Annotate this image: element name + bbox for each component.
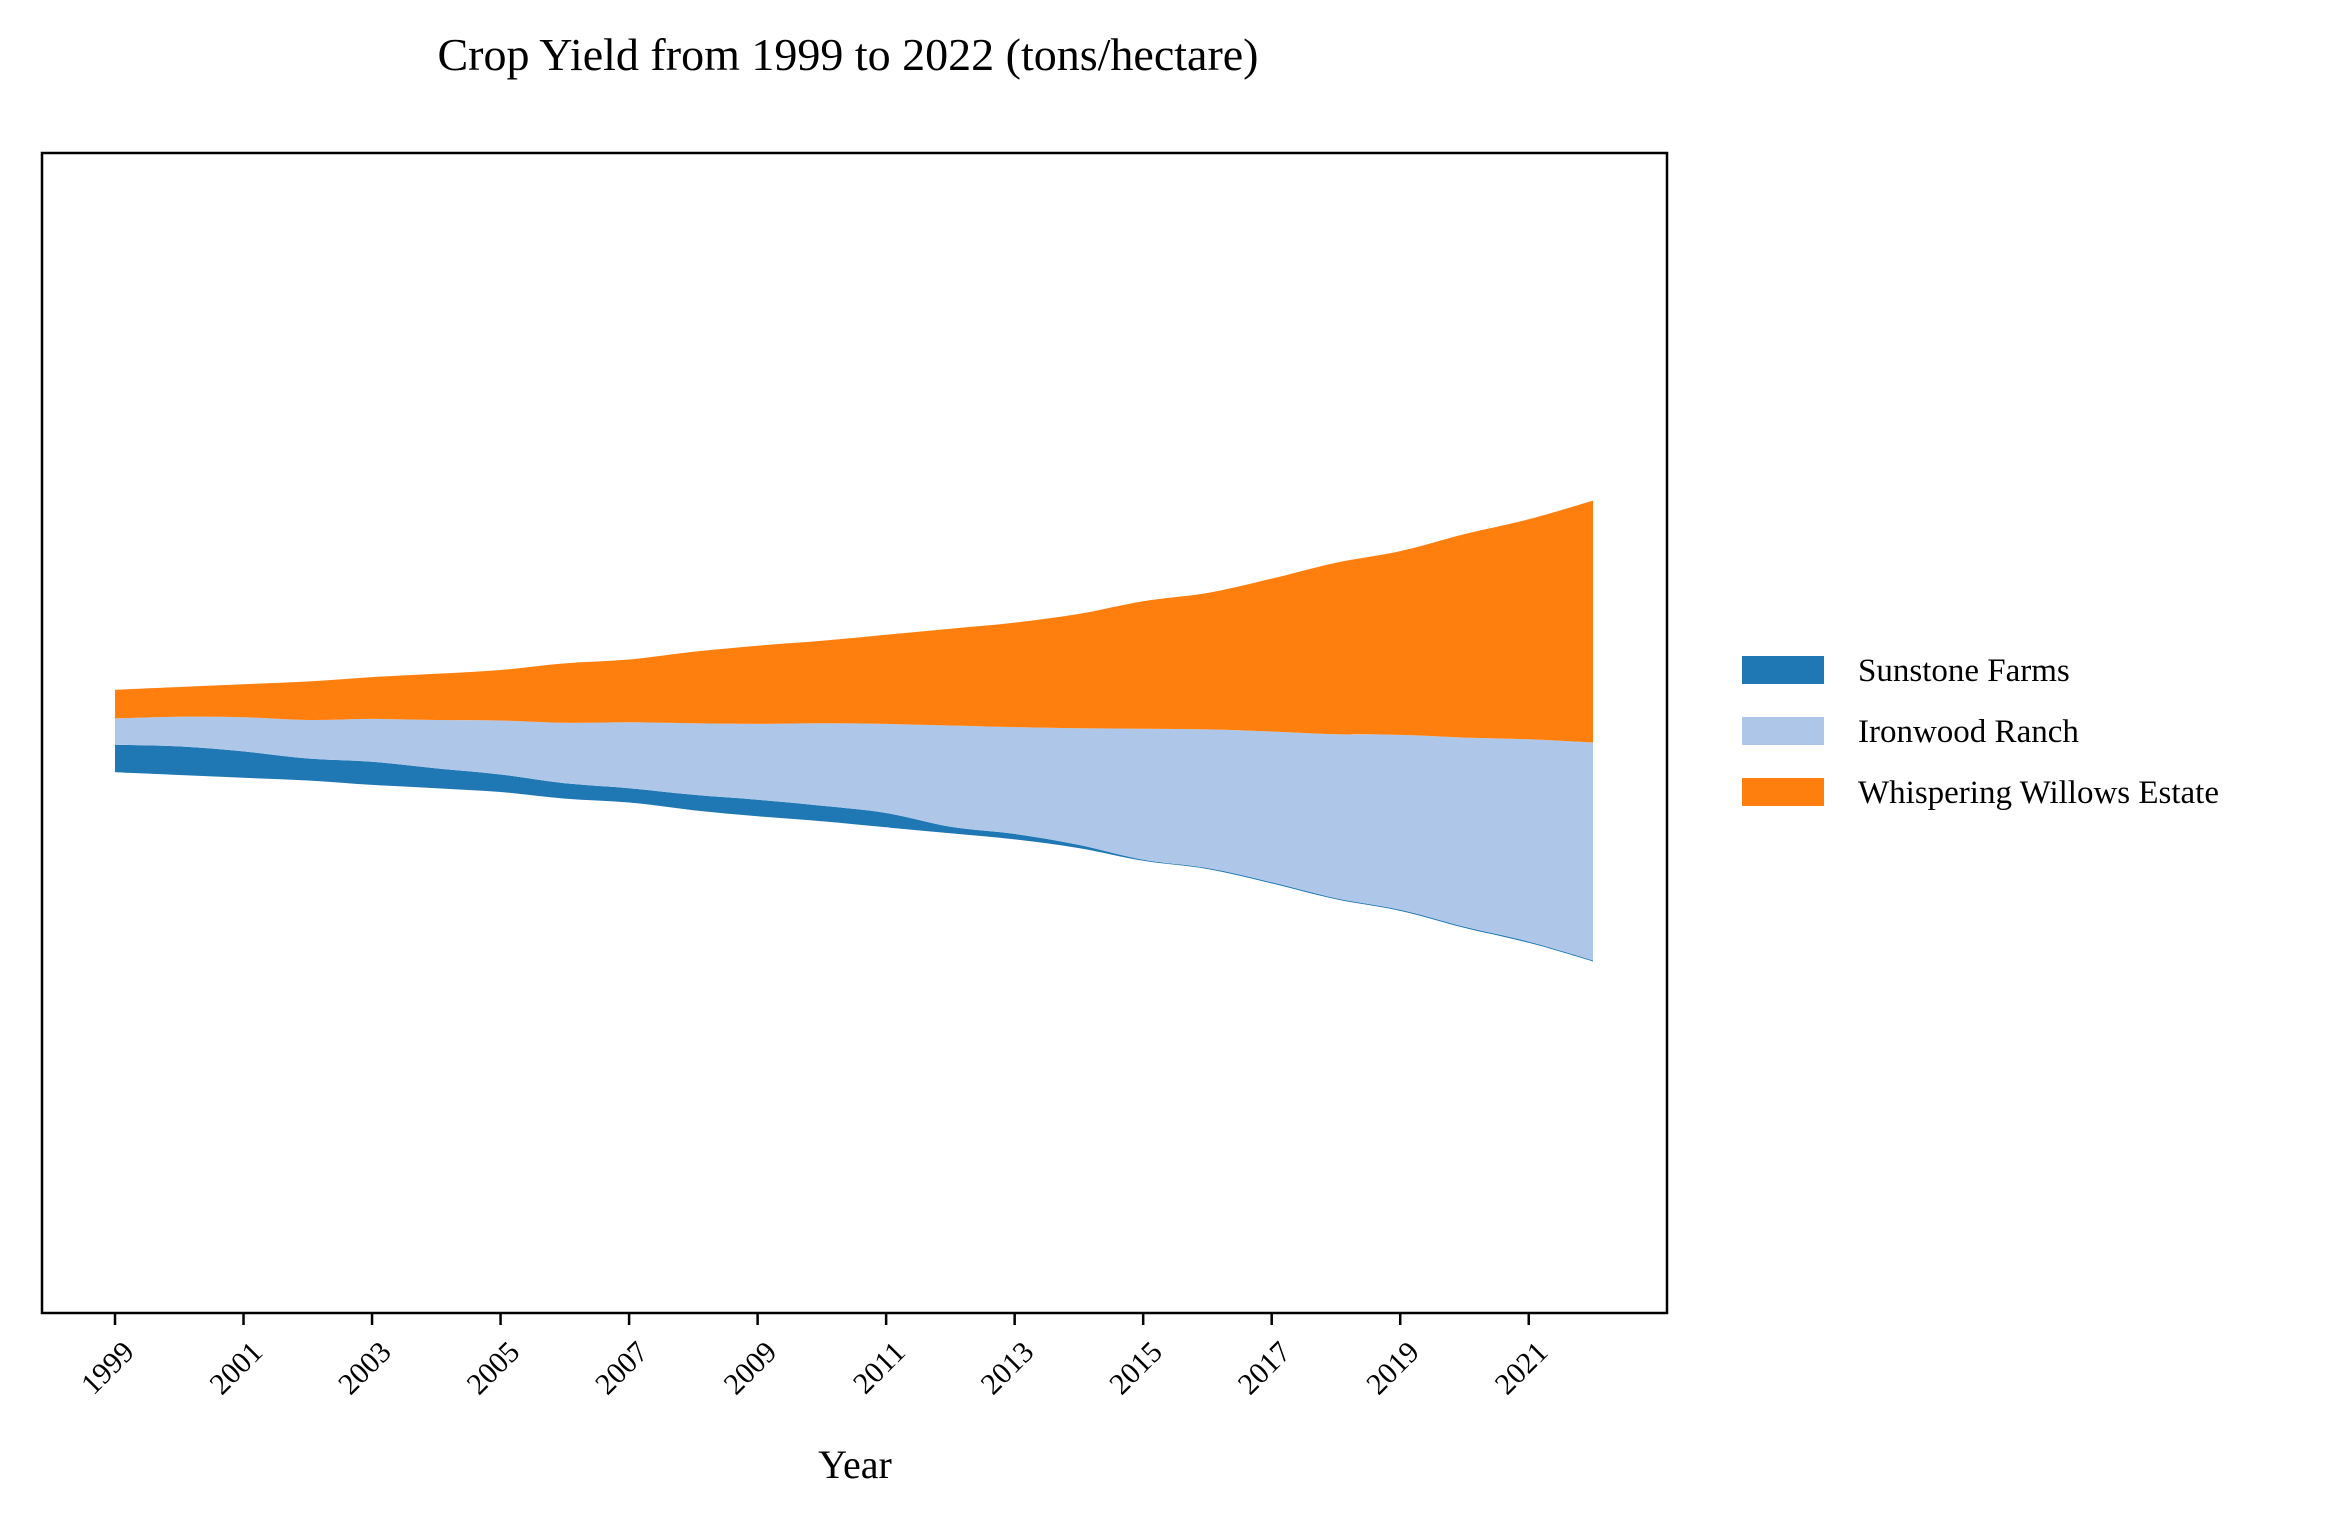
legend-swatch-ironwood-ranch bbox=[1742, 717, 1824, 745]
plot-frame bbox=[40, 151, 1669, 1315]
x-tick-label-2013: 2013 bbox=[975, 1335, 1041, 1401]
chart-title: Crop Yield from 1999 to 2022 (tons/hecta… bbox=[437, 29, 1258, 80]
legend-swatch-sunstone-farms bbox=[1742, 656, 1824, 684]
x-tick-label-1999: 1999 bbox=[75, 1335, 141, 1401]
x-tick-label-2001: 2001 bbox=[203, 1335, 269, 1401]
x-tick-label-2009: 2009 bbox=[718, 1335, 784, 1401]
x-tick-label-2017: 2017 bbox=[1232, 1335, 1298, 1401]
x-tick-label-2007: 2007 bbox=[589, 1335, 655, 1401]
area-whispering-willows-estate bbox=[115, 500, 1593, 743]
stream-areas bbox=[115, 500, 1593, 962]
x-tick-label-2015: 2015 bbox=[1103, 1335, 1169, 1401]
x-axis-label: Year bbox=[818, 1442, 892, 1487]
x-axis-ticks: 1999 2001 2003 2005 2007 2009 2011 2013 2015 2017… bbox=[75, 1313, 1555, 1401]
area-sunstone-farms bbox=[115, 744, 1593, 962]
x-tick-label-2019: 2019 bbox=[1360, 1335, 1426, 1401]
area-ironwood-ranch bbox=[115, 716, 1593, 961]
x-tick-label-2003: 2003 bbox=[332, 1335, 398, 1401]
legend: Sunstone Farms Ironwood Ranch Whispering W… bbox=[1742, 653, 2219, 811]
legend-label-sunstone-farms: Sunstone Farms bbox=[1858, 653, 2070, 689]
x-tick-label-2021: 2021 bbox=[1489, 1335, 1555, 1401]
x-tick-label-2005: 2005 bbox=[460, 1335, 526, 1401]
legend-label-ironwood-ranch: Ironwood Ranch bbox=[1858, 714, 2079, 750]
legend-label-whispering-willows-estate: Whispering Willows Estate bbox=[1858, 775, 2219, 811]
legend-swatch-whispering-willows-estate bbox=[1742, 778, 1824, 806]
x-tick-label-2011: 2011 bbox=[847, 1335, 912, 1400]
